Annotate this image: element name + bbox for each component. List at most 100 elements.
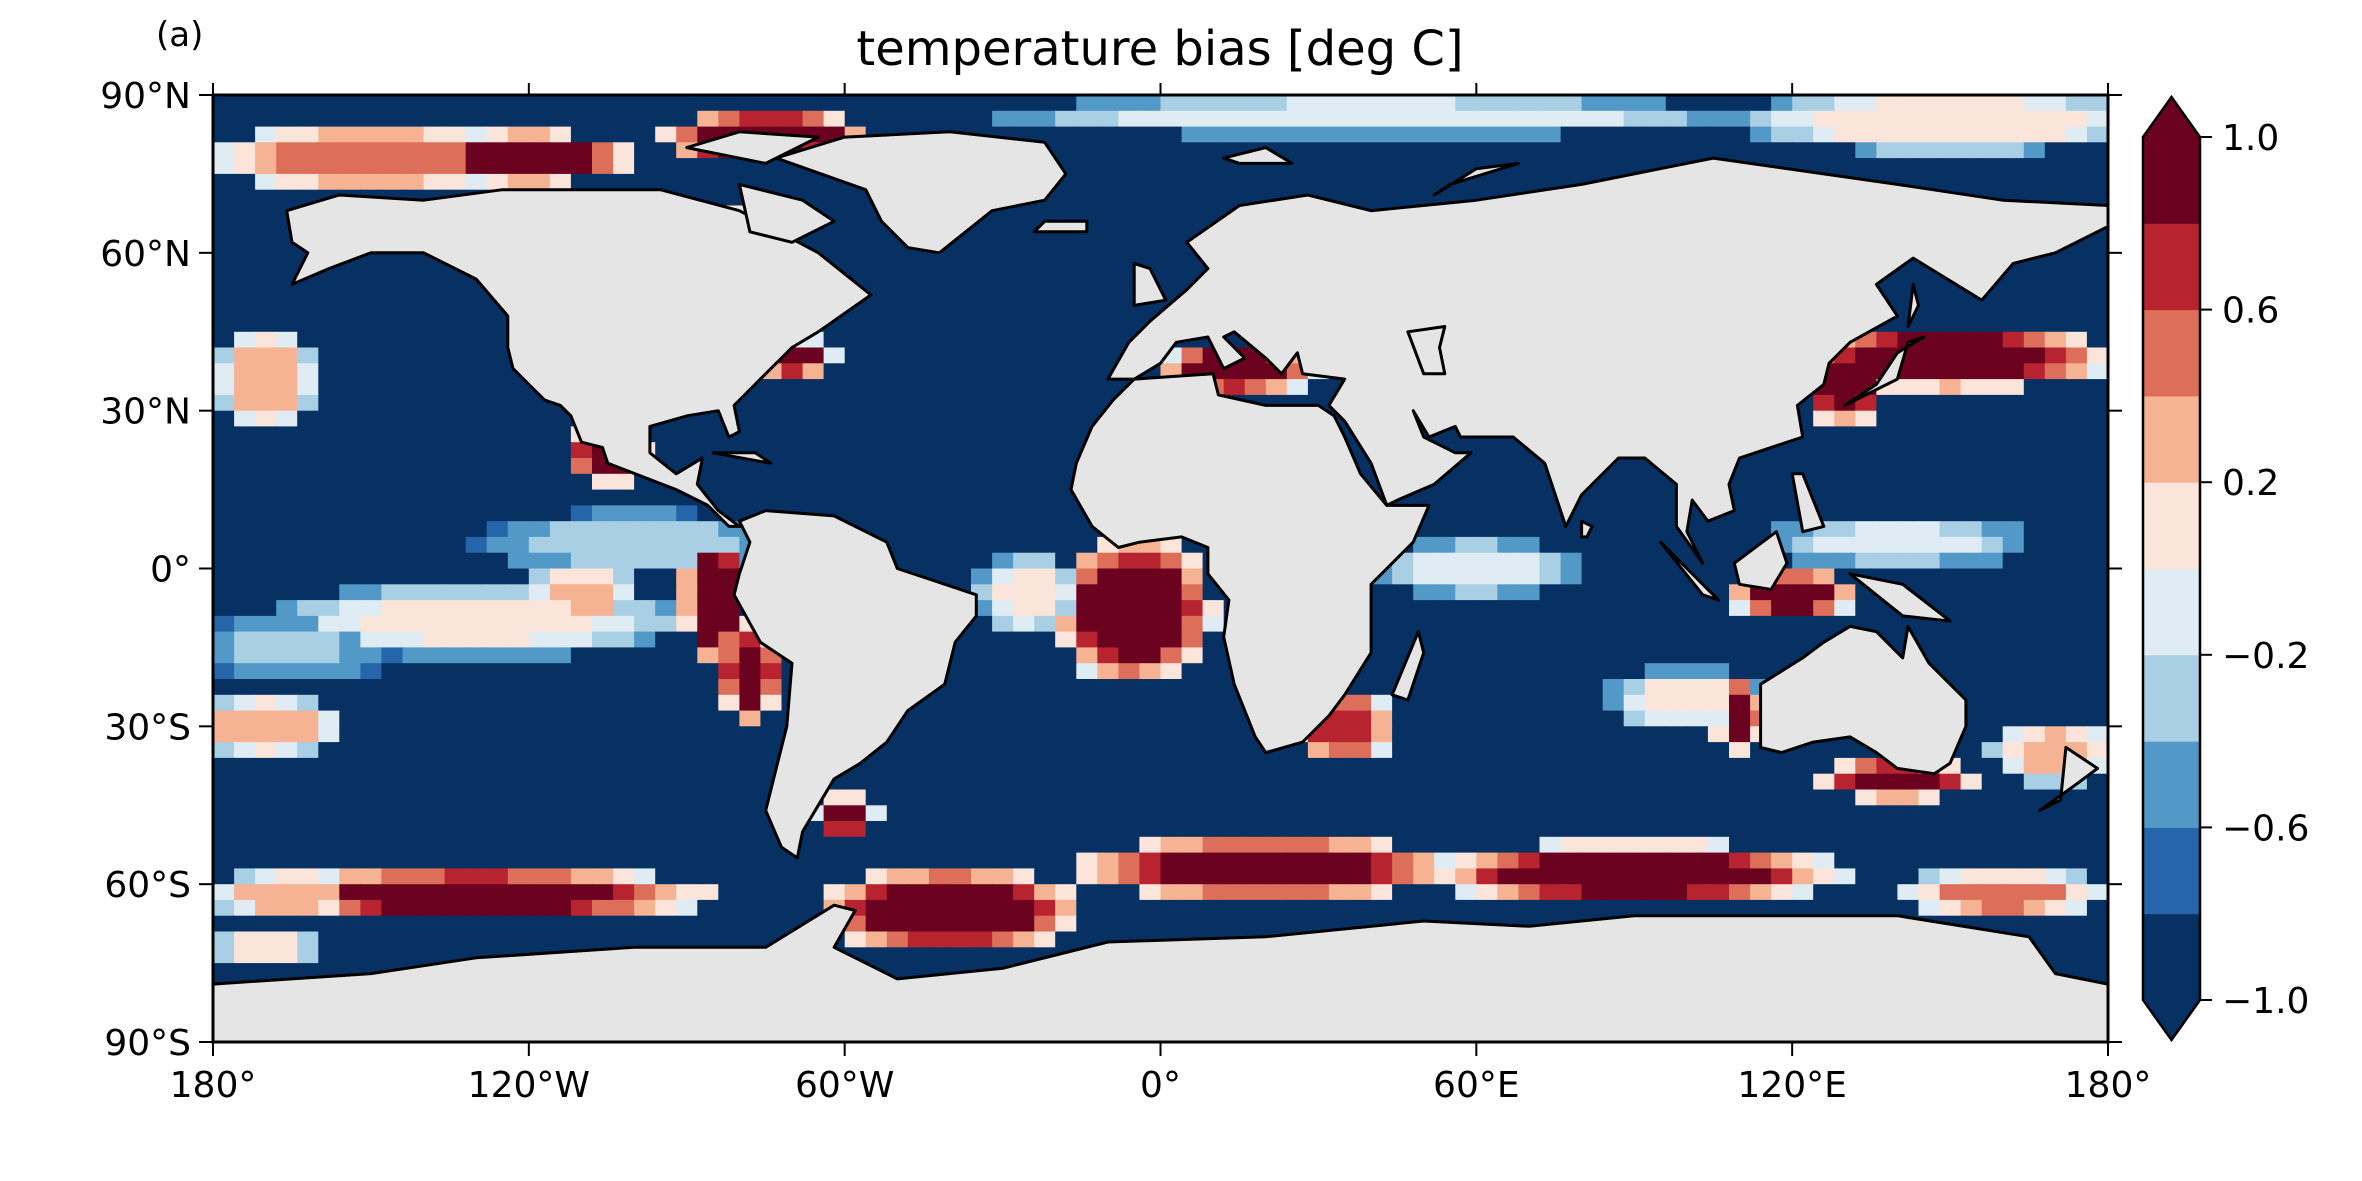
bias-cell [802,110,825,128]
bias-cell [907,805,930,822]
bias-cell [444,489,467,506]
bias-cell [465,347,488,364]
bias-cell [992,757,1014,775]
bias-cell [255,915,277,933]
bias-cell [2023,663,2046,680]
bias-cell [234,836,256,854]
bias-cell [1602,789,1625,806]
bias-cell [444,110,467,128]
bias-cell [2065,158,2088,175]
bias-cell [1918,536,1941,554]
bias-cell [992,95,1014,112]
bias-cell [1139,836,1162,854]
bias-cell [1939,95,1962,112]
bias-cell [1939,173,1962,191]
bias-cell [507,615,530,633]
bias-cell [1118,221,1141,238]
bias-cell [1013,726,1035,743]
bias-cell [1539,142,1562,159]
bias-cell [2086,694,2108,712]
bias-cell [1202,189,1225,207]
bias-cell [1181,615,1204,633]
bias-cell [1223,379,1246,396]
bias-cell [992,615,1014,633]
bias-cell [844,237,867,254]
bias-cell [528,663,551,680]
bias-cell [718,473,740,491]
bias-cell [486,836,509,854]
bias-cell [907,347,930,364]
bias-cell [444,284,467,301]
bias-cell [339,836,361,854]
bias-cell [1076,126,1098,143]
bias-cell [1876,552,1899,570]
bias-cell [234,205,256,222]
bias-cell [781,426,804,443]
bias-cell [1750,110,1772,128]
bias-cell [1139,568,1162,585]
bias-cell [1623,158,1646,175]
bias-cell [1160,205,1183,222]
bias-cell [2086,915,2108,933]
bias-cell [2065,789,2088,806]
bias-cell [1960,394,1983,412]
bias-cell [739,805,762,822]
bias-cell [949,805,972,822]
bias-cell [1623,789,1646,806]
bias-cell [2023,394,2046,412]
bias-cell [1013,868,1035,885]
bias-cell [1981,521,2004,538]
bias-cell [2086,379,2108,396]
bias-cell [1518,836,1541,854]
bias-cell [402,552,425,570]
bias-cell [2023,615,2046,633]
bias-cell [318,899,340,917]
bias-cell [549,458,572,475]
bias-cell [992,836,1014,854]
bias-cell [318,757,340,775]
bias-cell [1623,726,1646,743]
bias-cell [1665,126,1688,143]
bias-cell [1602,773,1625,791]
bias-cell [360,821,383,838]
bias-cell [949,379,972,396]
bias-cell [276,189,298,207]
bias-cell [865,821,888,838]
bias-cell [486,347,509,364]
bias-cell [949,694,972,712]
bias-cell [486,663,509,680]
bias-cell [718,158,740,175]
bias-cell [1413,884,1435,901]
bias-cell [1013,252,1035,270]
bias-cell [2023,426,2046,443]
bias-cell [1497,868,1520,885]
bias-cell [1960,631,1983,648]
bias-cell [2065,694,2088,712]
bias-cell [486,868,509,885]
bias-cell [1413,710,1435,727]
bias-cell [1560,821,1583,838]
bias-cell [1118,631,1141,648]
bias-cell [507,915,530,933]
bias-cell [1202,600,1225,617]
bias-cell [1834,379,1856,396]
bias-cell [634,899,656,917]
bias-cell [486,316,509,333]
bias-cell [1118,316,1141,333]
bias-cell [1686,694,1709,712]
bias-cell [886,947,909,964]
bias-cell [1013,899,1035,917]
bias-cell [1160,631,1183,648]
bias-cell [1371,126,1393,143]
bias-cell [465,931,488,948]
bias-cell [1392,868,1414,885]
bias-cell [318,884,340,901]
bias-cell [297,363,319,380]
bias-cell [1076,852,1098,869]
bias-cell [2044,552,2067,570]
bias-cell [1897,426,1920,443]
bias-cell [1623,600,1646,617]
bias-cell [2002,363,2025,380]
bias-cell [844,836,867,854]
bias-cell [1350,742,1372,759]
